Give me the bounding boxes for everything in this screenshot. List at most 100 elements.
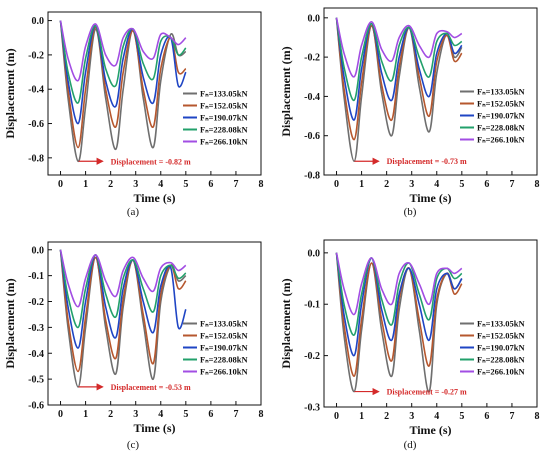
y-axis-title: Displacement (m) — [279, 46, 293, 136]
x-tick-label: 2 — [108, 409, 113, 420]
legend-label-3: Fₙ=190.07kN — [477, 343, 526, 353]
series-line-2 — [59, 249, 187, 373]
y-tick-label: -0.4 — [28, 349, 44, 360]
x-tick-label: 6 — [484, 411, 489, 422]
legend-label-2: Fₙ=152.05kN — [200, 101, 249, 111]
y-tick-label: -0.8 — [304, 171, 320, 182]
legend-label-4: Fₙ=228.08kN — [477, 123, 526, 133]
legend-label-1: Fₙ=133.05kN — [477, 319, 526, 329]
series-line-1 — [59, 20, 187, 163]
x-tick-label: 2 — [108, 179, 113, 190]
series-line-5 — [59, 20, 187, 82]
x-tick-label: 4 — [434, 179, 439, 190]
x-tick-label: 4 — [434, 411, 439, 422]
series-line-3 — [59, 20, 187, 125]
series-line-1 — [59, 249, 187, 388]
legend-label-2: Fₙ=152.05kN — [477, 99, 526, 109]
x-tick-label: 3 — [133, 409, 138, 420]
x-tick-label: 7 — [509, 411, 514, 422]
series-line-2 — [59, 20, 187, 149]
x-tick-label: 1 — [359, 411, 364, 422]
series-line-5 — [335, 17, 463, 78]
x-tick-label: 6 — [208, 409, 213, 420]
x-tick-label: 0 — [334, 411, 339, 422]
legend-label-5: Fₙ=266.10kN — [200, 137, 249, 147]
y-tick-label: 0.0 — [32, 245, 45, 256]
y-tick-label: -0.3 — [28, 323, 44, 334]
y-tick-label: -0.2 — [28, 297, 44, 308]
x-tick-label: 0 — [58, 179, 63, 190]
y-axis-title: Displacement (m) — [3, 48, 17, 138]
legend-label-2: Fₙ=152.05kN — [477, 331, 526, 341]
legend-label-1: Fₙ=133.05kN — [200, 319, 249, 329]
x-tick-label: 3 — [409, 179, 414, 190]
x-tick-label: 8 — [535, 179, 540, 190]
y-tick-label: -0.4 — [28, 85, 44, 96]
x-tick-label: 5 — [183, 179, 188, 190]
legend-label-3: Fₙ=190.07kN — [200, 343, 249, 353]
legend-label-1: Fₙ=133.05kN — [477, 87, 526, 97]
x-tick-label: 4 — [158, 179, 163, 190]
series-line-5 — [335, 252, 463, 316]
x-tick-label: 2 — [384, 179, 389, 190]
x-tick-label: 8 — [259, 179, 264, 190]
legend-label-1: Fₙ=133.05kN — [200, 89, 249, 99]
series-line-3 — [59, 249, 187, 349]
y-tick-label: -0.2 — [304, 53, 320, 64]
x-axis-title: Time (s) — [409, 423, 451, 437]
y-axis-title: Displacement (m) — [279, 278, 293, 368]
annotation-text: Displacement = -0.53 m — [111, 383, 191, 392]
x-tick-label: 1 — [83, 409, 88, 420]
x-tick-label: 7 — [233, 409, 238, 420]
y-axis-title: Displacement (m) — [3, 278, 17, 368]
y-tick-label: -0.5 — [28, 375, 44, 386]
plot-frame — [47, 11, 262, 176]
x-tick-label: 4 — [158, 409, 163, 420]
x-tick-label: 7 — [233, 179, 238, 190]
x-tick-label: 7 — [509, 179, 514, 190]
legend-label-4: Fₙ=228.08kN — [200, 125, 249, 135]
legend-label-2: Fₙ=152.05kN — [200, 331, 249, 341]
series-line-2 — [335, 17, 463, 141]
annotation-text: Displacement = -0.27 m — [387, 388, 467, 397]
x-tick-label: 1 — [83, 179, 88, 190]
panel-a: 0 1 2 3 4 5 6 7 8 0.0 -0.2 -0.4 -0.6 -0.8 Time (s) Disp… — [3, 11, 264, 218]
y-tick-label: 0.0 — [308, 248, 321, 259]
panel-label: (c) — [127, 439, 140, 451]
x-tick-label: 6 — [208, 179, 213, 190]
x-tick-label: 5 — [459, 411, 464, 422]
y-tick-label: -0.6 — [28, 401, 44, 412]
legend-label-4: Fₙ=228.08kN — [477, 355, 526, 365]
legend-label-3: Fₙ=190.07kN — [477, 111, 526, 121]
panel-b: 0 1 2 3 4 5 6 7 8 0.0 -0.2 -0.4 -0.6 -0.8 Time (s) Disp… — [279, 7, 540, 218]
y-tick-label: -0.6 — [28, 119, 44, 130]
annotation-text: Displacement = -0.73 m — [387, 157, 467, 166]
series-line-4 — [335, 17, 463, 102]
y-tick-label: -0.2 — [28, 50, 44, 61]
x-tick-label: 6 — [484, 179, 489, 190]
y-tick-label: -0.3 — [304, 403, 320, 414]
y-tick-label: -0.1 — [304, 300, 320, 311]
y-tick-label: -0.2 — [304, 351, 320, 362]
series-line-2 — [335, 252, 463, 378]
series-line-1 — [335, 17, 463, 163]
x-tick-label: 0 — [58, 409, 63, 420]
legend-label-3: Fₙ=190.07kN — [200, 113, 249, 123]
series-line-3 — [335, 252, 463, 357]
series-line-4 — [59, 249, 187, 329]
x-tick-label: 5 — [459, 179, 464, 190]
series-line-5 — [59, 249, 187, 308]
annotation-text: Displacement = -0.82 m — [111, 157, 191, 166]
legend-label-5: Fₙ=266.10kN — [477, 135, 526, 145]
x-tick-label: 3 — [133, 179, 138, 190]
panel-label: (b) — [404, 206, 417, 218]
panel-label: (d) — [404, 439, 417, 451]
plot-frame — [47, 241, 262, 406]
y-tick-label: 0.0 — [308, 13, 321, 24]
panel-c: 0 1 2 3 4 5 6 7 8 0.0 -0.1 -0.2 -0.3 -0.4 -0.5 -0.6 Time… — [3, 241, 264, 451]
x-axis-title: Time (s) — [133, 191, 175, 205]
legend-label-5: Fₙ=266.10kN — [200, 367, 249, 377]
y-tick-label: -0.1 — [28, 271, 44, 282]
panel-d: 0 1 2 3 4 5 6 7 8 0.0 -0.1 -0.2 -0.3 Time (s) Displace… — [279, 239, 540, 451]
x-axis-title: Time (s) — [133, 421, 175, 435]
